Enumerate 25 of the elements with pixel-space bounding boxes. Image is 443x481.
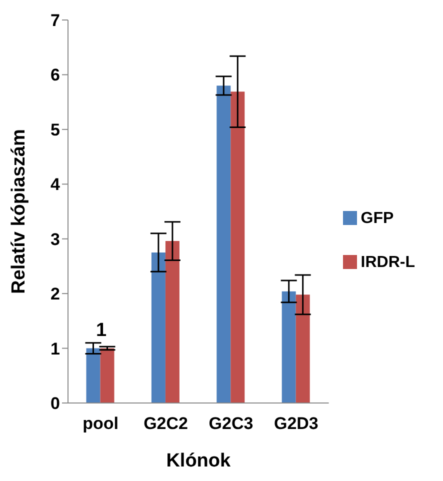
y-tick-label: 7	[50, 11, 60, 30]
annotation: 1	[96, 320, 107, 342]
y-tick-label: 2	[50, 284, 60, 304]
x-tick-label: G2C2	[144, 414, 188, 434]
legend-label: GFP	[360, 210, 394, 226]
y-axis-title: Relatív kópiaszám	[8, 129, 30, 294]
bar	[216, 86, 231, 403]
bar	[230, 92, 245, 403]
bar	[296, 294, 310, 403]
bar	[151, 252, 166, 403]
bar	[165, 241, 180, 403]
y-tick-label: 5	[50, 120, 60, 140]
x-tick-label: G2C3	[208, 414, 254, 434]
y-tick-label: 0	[50, 394, 60, 414]
x-axis-title: Klónok	[166, 450, 232, 472]
bar	[282, 291, 296, 403]
x-tick-label: pool	[82, 414, 119, 434]
bar	[86, 348, 100, 403]
y-tick-label: 4	[50, 175, 61, 194]
y-tick-label: 1	[50, 339, 60, 358]
bar	[100, 348, 114, 403]
legend-label: IRDR-L	[360, 254, 415, 270]
y-tick-label: 6	[50, 66, 60, 85]
x-tick-label: G2D3	[274, 414, 318, 434]
y-tick-label: 3	[50, 230, 60, 249]
